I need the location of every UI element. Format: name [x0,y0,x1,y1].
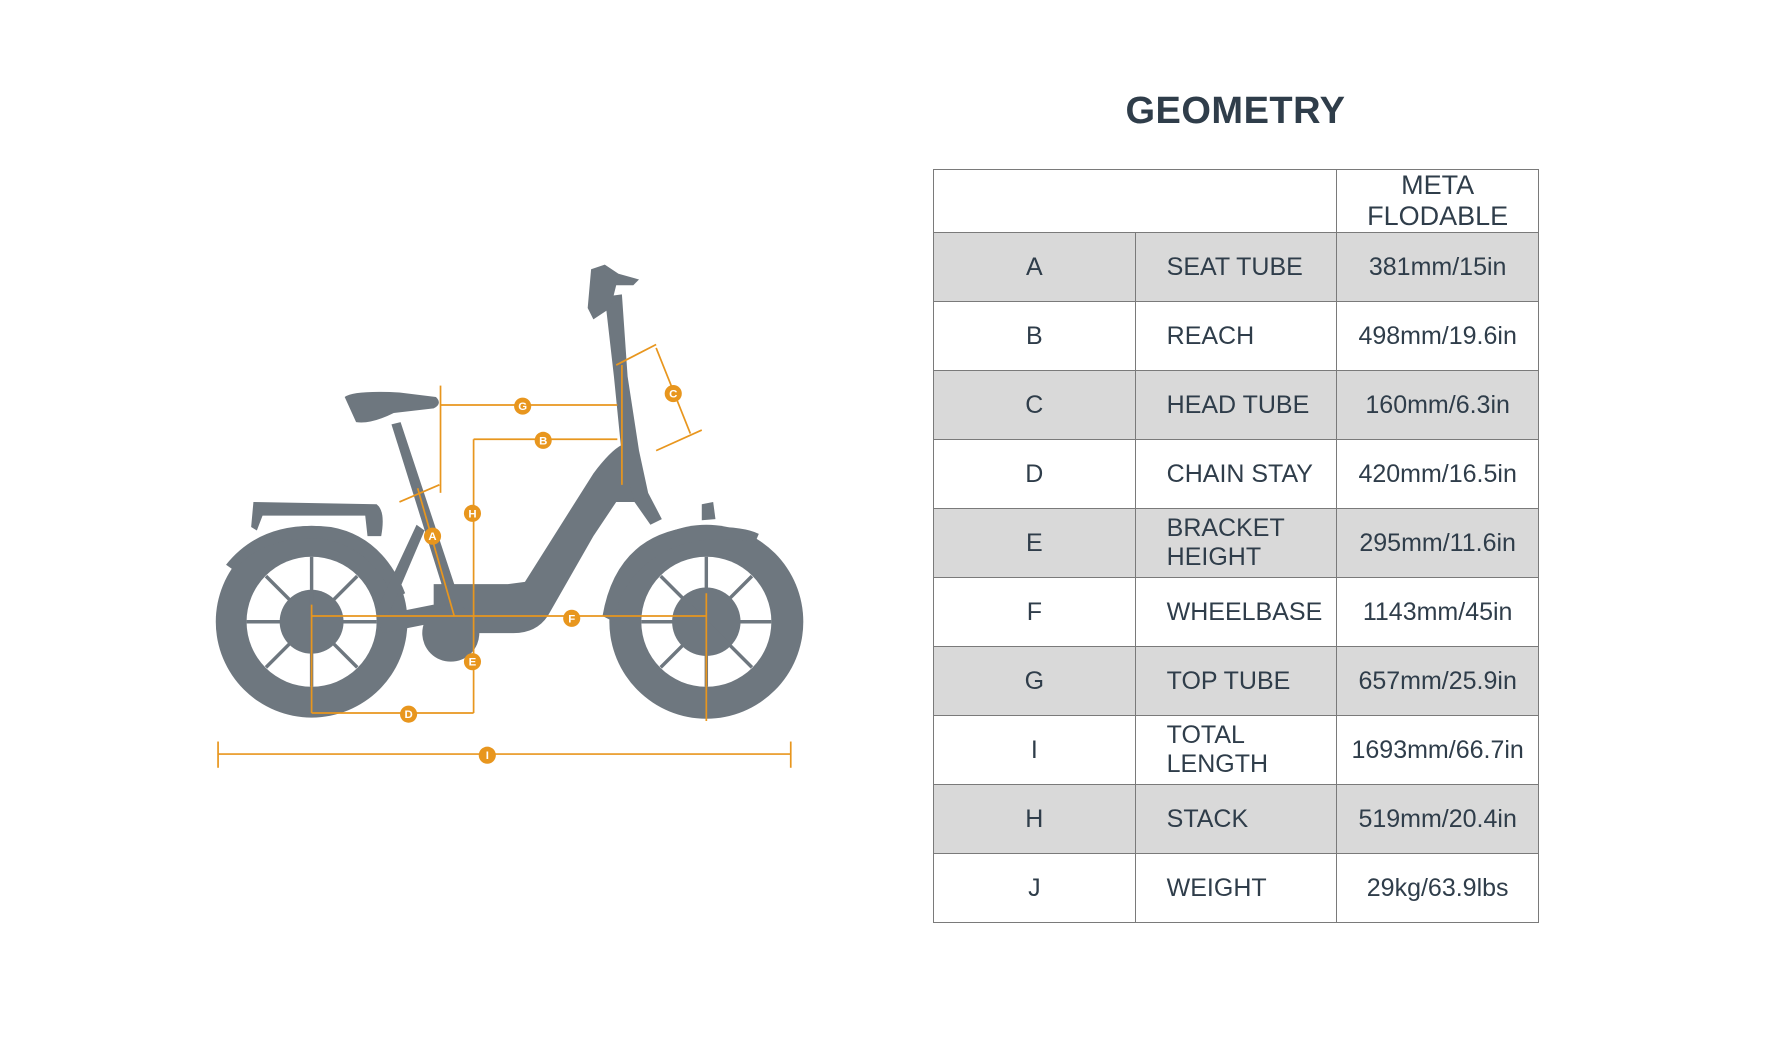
marker-h: H [463,504,482,522]
row-value: 519mm/20.4in [1336,784,1539,854]
marker-h-label: H [468,508,476,520]
marker-e-label: E [469,657,477,669]
row-value: 160mm/6.3in [1336,370,1539,440]
row-code: C [933,370,1136,440]
table-row: D CHAIN STAY 420mm/16.5in [933,439,1539,509]
marker-g: G [514,397,532,415]
row-code: D [933,439,1136,509]
marker-f: F [563,609,581,627]
row-value: 420mm/16.5in [1336,439,1539,509]
marker-i: I [478,746,496,764]
table-header-row: META FLODABLE [932,169,1539,233]
row-code: J [933,853,1136,923]
row-code: B [933,301,1136,371]
row-code: H [933,784,1136,854]
geometry-table: META FLODABLE A SEAT TUBE 381mm/15in B REACH… [932,169,1539,923]
row-name: WEIGHT [1134,853,1338,923]
table-row: H STACK 519mm/20.4in [933,784,1539,854]
header-empty-cell [932,169,1338,233]
table-row: B REACH 498mm/19.6in [933,301,1539,371]
marker-e: E [463,653,482,671]
row-value: 29kg/63.9lbs [1336,853,1539,923]
marker-i-label: I [486,750,489,762]
row-value: 295mm/11.6in [1336,508,1539,578]
marker-b: B [534,431,552,449]
row-code: G [933,646,1136,716]
row-value: 381mm/15in [1336,232,1539,302]
marker-c: C [664,385,682,403]
page-title: GEOMETRY [1125,90,1346,132]
row-name: HEAD TUBE [1134,370,1338,440]
row-name: TOTAL LENGTH [1134,715,1338,785]
table-row: F WHEELBASE 1143mm/45in [933,577,1539,647]
row-name: SEAT TUBE [1134,232,1338,302]
row-name: WHEELBASE [1134,577,1338,647]
marker-f-label: F [568,613,575,625]
row-name: REACH [1134,301,1338,371]
row-value: 498mm/19.6in [1336,301,1539,371]
marker-d-label: D [404,709,412,721]
table-row: C HEAD TUBE 160mm/6.3in [933,370,1539,440]
table-row: A SEAT TUBE 381mm/15in [933,232,1539,302]
row-code: A [933,232,1136,302]
row-value: 1143mm/45in [1336,577,1539,647]
row-value: 657mm/25.9in [1336,646,1539,716]
marker-g-label: G [518,401,527,413]
table-row: G TOP TUBE 657mm/25.9in [933,646,1539,716]
row-name: STACK [1134,784,1338,854]
model-header: META FLODABLE [1336,169,1539,233]
row-name: BRACKET HEIGHT [1134,508,1338,578]
row-name: CHAIN STAY [1134,439,1338,509]
table-row: E BRACKET HEIGHT 295mm/11.6in [933,508,1539,578]
row-code: F [933,577,1136,647]
marker-a: A [423,527,442,545]
marker-c-label: C [669,389,677,401]
dimension-markers: G B C H A F E D I [400,385,682,764]
row-name: TOP TUBE [1134,646,1338,716]
marker-a-label: A [428,531,436,543]
row-code: E [933,508,1136,578]
row-value: 1693mm/66.7in [1336,715,1539,785]
bike-silhouette [215,264,804,719]
marker-d: D [400,705,418,723]
table-row: J WEIGHT 29kg/63.9lbs [933,853,1539,923]
marker-b-label: B [539,435,547,447]
table-row: I TOTAL LENGTH 1693mm/66.7in [933,715,1539,785]
row-code: I [933,715,1136,785]
